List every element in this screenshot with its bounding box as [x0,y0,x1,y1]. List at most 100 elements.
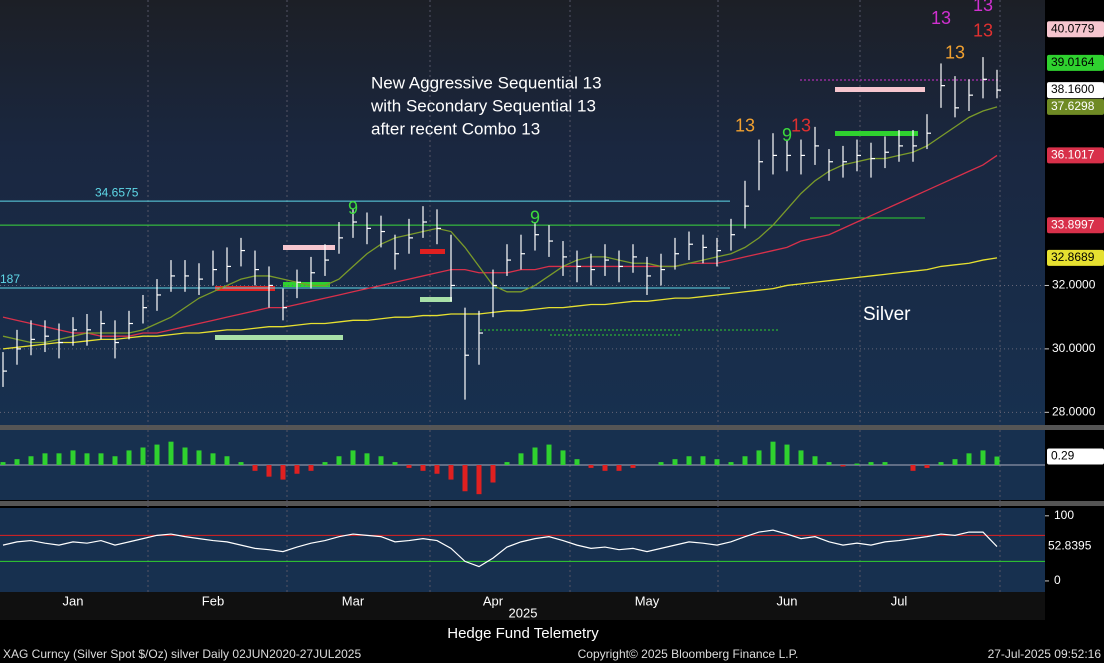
y-tick-label: 32.0000 [1052,278,1096,292]
histogram-bar [938,462,944,465]
x-tick-label: Apr [483,593,504,608]
setup-count: 13 [973,20,993,40]
footer-right: 27-Jul-2025 09:52:16 [988,647,1102,661]
histogram-bar [266,465,272,477]
histogram-bar [574,459,580,465]
histogram-bar [672,459,678,465]
histogram-bar [560,450,566,465]
moving-average [2,154,998,337]
histogram-bar [14,459,20,465]
histogram-bar [840,465,846,467]
price-tag [1047,82,1104,99]
price-tag [1047,217,1104,234]
price-tag-label: 38.1600 [1051,82,1095,96]
footer-center: Copyright© 2025 Bloomberg Finance L.P. [578,647,799,661]
histogram-bar [798,450,804,465]
setup-count: 13 [973,0,993,15]
annotation: New Aggressive Sequential 13 [371,73,602,92]
histogram-bar [224,456,230,465]
footer-left: XAG Curncy (Silver Spot $/Oz) silver Dai… [3,647,361,661]
level-label: 187 [0,272,20,286]
histogram-bar [84,453,90,465]
setup-count: 9 [348,198,358,218]
price-tag-label: 39.0164 [1051,55,1095,69]
histogram-bar [700,456,706,465]
histogram-bar [420,465,426,471]
histogram-bar [812,456,818,465]
price-tag [1047,249,1104,266]
y-tick-label: 0 [1054,573,1061,587]
price-tag [1047,54,1104,71]
last-tag-label: 0.29 [1051,449,1075,463]
histogram-bar [518,453,524,465]
histogram-bar [714,459,720,465]
histogram-bar [868,462,874,465]
price-tag-label: 32.8689 [1051,250,1095,264]
setup-count: 9 [530,208,540,228]
rsi-line [2,529,998,568]
histogram-bar [994,456,1000,465]
setup-count: 13 [931,8,951,28]
histogram-bar [322,462,328,465]
y-tick-label: 28.0000 [1052,404,1096,418]
price-tag [1047,21,1104,38]
histogram-bar [854,463,860,465]
price-tag [1047,147,1104,164]
histogram-bar [252,465,258,471]
histogram-bar [462,465,468,492]
histogram-bar [686,456,692,465]
histogram-bar [980,450,986,465]
price-tag-label: 36.1017 [1051,148,1095,162]
setup-count: 13 [735,116,755,136]
divider [0,425,1104,430]
histogram-bar [434,465,440,474]
x-tick-label: Mar [342,593,365,608]
annotation: after recent Combo 13 [371,119,540,138]
histogram-bar [616,465,622,471]
histogram-bar [924,465,930,468]
histogram-bar [448,465,454,480]
histogram-bar [70,450,76,465]
histogram-bar [168,441,174,465]
x-axis-band [0,592,1045,620]
histogram-bar [882,462,888,465]
histogram-bar [532,447,538,465]
setup-count: 9 [782,125,792,145]
price-tag-label: 37.6298 [1051,99,1095,113]
divider [0,501,1104,506]
x-tick-label: Jan [63,593,84,608]
moving-average [2,106,998,344]
histogram-bar [504,462,510,465]
histogram-bar [378,456,384,465]
histogram-bar [0,462,6,465]
histogram-bar [182,447,188,465]
histogram-bar [630,465,636,468]
histogram-bar [546,444,552,465]
histogram-bar [210,453,216,465]
x-tick-label: Jun [777,593,798,608]
histogram-bar [56,453,62,465]
last-tag-label: 52.8395 [1048,539,1092,553]
histogram-bar [658,462,664,465]
histogram-bar [350,450,356,465]
price-tag-label: 40.0779 [1051,21,1095,35]
histogram-bar [770,441,776,465]
asset-label: Silver [863,304,911,325]
histogram-bar [280,465,286,480]
year-label: 2025 [509,605,538,620]
moving-average [2,257,998,350]
y-tick-label: 30.0000 [1052,341,1096,355]
price-tag [1047,98,1104,115]
price-tag-label: 33.8997 [1051,217,1095,231]
histogram-bar [364,453,370,465]
month-separators [147,0,1001,592]
histogram-bar [826,462,832,465]
level-label: 34.6575 [95,185,139,199]
histogram-bar [308,465,314,471]
histogram-bar [336,456,342,465]
caption: Hedge Fund Telemetry [447,625,599,642]
histogram-bar [966,453,972,465]
last-tag [1047,448,1104,465]
